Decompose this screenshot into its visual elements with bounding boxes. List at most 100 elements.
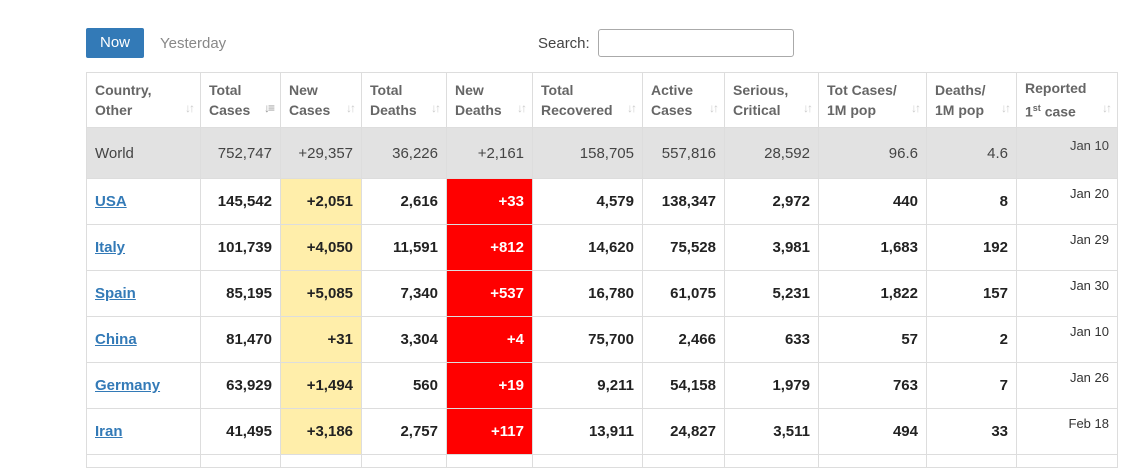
total-deaths-cell: 2,757: [361, 408, 447, 455]
sort-arrows-icon[interactable]: ↓↑: [1001, 101, 1011, 115]
table-row: Spain 85,195 +5,085 7,340 +537 16,780 61,075 5,…: [86, 270, 1118, 317]
cases-per-million-cell: 1,683: [818, 224, 927, 271]
reported-first-case-cell: Jan 29: [1016, 224, 1118, 271]
header-total-recovered[interactable]: Total Recovered ↓↑: [532, 72, 643, 128]
header-deaths-per-million[interactable]: Deaths/1M pop ↓↑: [926, 72, 1017, 128]
new-deaths-cell: +537: [446, 270, 533, 317]
empty-cell: [200, 454, 281, 468]
new-deaths-cell: +19: [446, 362, 533, 409]
sort-arrows-icon[interactable]: ↓↑: [431, 101, 441, 115]
country-link[interactable]: Germany: [95, 377, 161, 394]
new-cases-cell: +4,050: [280, 224, 362, 271]
reported-first-case-cell: Jan 26: [1016, 362, 1118, 409]
serious-critical-cell: 633: [724, 316, 819, 363]
cases-per-million-cell: 440: [818, 178, 927, 225]
total-cases-cell: 101,739: [200, 224, 281, 271]
deaths-per-million-cell: 33: [926, 408, 1017, 455]
header-total-deaths[interactable]: Total Deaths ↓↑: [361, 72, 447, 128]
search-label: Search:: [538, 34, 590, 52]
serious-critical-cell: 28,592: [724, 127, 819, 179]
reported-first-case-cell: Jan 30: [1016, 270, 1118, 317]
serious-critical-cell: 2,972: [724, 178, 819, 225]
sort-arrows-icon[interactable]: ↓↑: [709, 101, 719, 115]
table-header-row: Country, Other ↓↑ Total Cases ↓≡ New Cases ↓↑ …: [86, 72, 1118, 128]
new-cases-cell: +2,051: [280, 178, 362, 225]
country-link[interactable]: Iran: [95, 423, 123, 440]
header-country[interactable]: Country, Other ↓↑: [86, 72, 201, 128]
country-link[interactable]: USA: [95, 193, 127, 210]
sort-arrows-icon[interactable]: ↓↑: [911, 101, 921, 115]
country-cell: Italy: [86, 224, 201, 271]
active-cases-cell: 24,827: [642, 408, 725, 455]
cases-per-million-cell: 763: [818, 362, 927, 409]
new-cases-cell: +3,186: [280, 408, 362, 455]
active-cases-cell: 138,347: [642, 178, 725, 225]
table-row: [86, 454, 1118, 468]
header-active-cases[interactable]: Active Cases ↓↑: [642, 72, 725, 128]
active-cases-cell: 61,075: [642, 270, 725, 317]
deaths-per-million-cell: 192: [926, 224, 1017, 271]
header-new-deaths[interactable]: New Deaths ↓↑: [446, 72, 533, 128]
total-cases-cell: 752,747: [200, 127, 281, 179]
country-link[interactable]: China: [95, 331, 137, 348]
country-link[interactable]: Italy: [95, 239, 126, 256]
sort-arrows-icon[interactable]: ↓↑: [517, 101, 527, 115]
total-recovered-cell: 13,911: [532, 408, 643, 455]
sort-arrows-icon[interactable]: ↓↑: [185, 101, 195, 115]
cases-per-million-cell: 1,822: [818, 270, 927, 317]
total-recovered-cell: 4,579: [532, 178, 643, 225]
country-cell: USA: [86, 178, 201, 225]
country-cell: Germany: [86, 362, 201, 409]
table-row: Italy 101,739 +4,050 11,591 +812 14,620 75,528…: [86, 224, 1118, 271]
country-link[interactable]: Spain: [95, 285, 136, 302]
deaths-per-million-cell: 2: [926, 316, 1017, 363]
total-recovered-cell: 75,700: [532, 316, 643, 363]
sort-arrows-icon[interactable]: ↓↑: [346, 101, 356, 115]
table-row: Iran 41,495 +3,186 2,757 +117 13,911 24,827 3,5…: [86, 408, 1118, 455]
header-serious-critical[interactable]: Serious, Critical ↓↑: [724, 72, 819, 128]
serious-critical-cell: 1,979: [724, 362, 819, 409]
reported-first-case-cell: Jan 10: [1016, 316, 1118, 363]
header-new-cases[interactable]: New Cases ↓↑: [280, 72, 362, 128]
total-cases-cell: 81,470: [200, 316, 281, 363]
serious-critical-cell: 3,981: [724, 224, 819, 271]
total-recovered-cell: 158,705: [532, 127, 643, 179]
new-cases-cell: +5,085: [280, 270, 362, 317]
country-cell: Spain: [86, 270, 201, 317]
empty-cell: [532, 454, 643, 468]
active-cases-cell: 54,158: [642, 362, 725, 409]
new-deaths-cell: +812: [446, 224, 533, 271]
tab-now[interactable]: Now: [86, 28, 145, 58]
new-cases-cell: +29,357: [280, 127, 362, 179]
deaths-per-million-cell: 7: [926, 362, 1017, 409]
deaths-per-million-cell: 4.6: [926, 127, 1017, 179]
total-recovered-cell: 9,211: [532, 362, 643, 409]
total-deaths-cell: 3,304: [361, 316, 447, 363]
table-row: China 81,470 +31 3,304 +4 75,700 2,466 633 57 2 Ja…: [86, 316, 1118, 363]
new-deaths-cell: +4: [446, 316, 533, 363]
country-cell: Iran: [86, 408, 201, 455]
header-reported-first-case[interactable]: Reported 1st case ↓↑: [1016, 72, 1118, 128]
sort-arrows-icon[interactable]: ↓↑: [1102, 101, 1112, 115]
country-cell: China: [86, 316, 201, 363]
header-total-cases[interactable]: Total Cases ↓≡: [200, 72, 281, 128]
cases-per-million-cell: 96.6: [818, 127, 927, 179]
active-cases-cell: 2,466: [642, 316, 725, 363]
empty-cell: [926, 454, 1017, 468]
active-cases-cell: 75,528: [642, 224, 725, 271]
time-tabs: Now Yesterday: [86, 28, 226, 58]
sort-arrows-icon[interactable]: ↓↑: [803, 101, 813, 115]
sort-desc-icon[interactable]: ↓≡: [263, 101, 275, 115]
sort-arrows-icon[interactable]: ↓↑: [627, 101, 637, 115]
deaths-per-million-cell: 157: [926, 270, 1017, 317]
search-input[interactable]: [597, 29, 794, 57]
reported-first-case-cell: Jan 20: [1016, 178, 1118, 225]
tab-yesterday[interactable]: Yesterday: [160, 34, 227, 52]
serious-critical-cell: 3,511: [724, 408, 819, 455]
new-deaths-cell: +33: [446, 178, 533, 225]
new-deaths-cell: +2,161: [446, 127, 533, 179]
deaths-per-million-cell: 8: [926, 178, 1017, 225]
world-row: World 752,747 +29,357 36,226 +2,161 158,…: [86, 127, 1118, 179]
header-cases-per-million[interactable]: Tot Cases/1M pop ↓↑: [818, 72, 927, 128]
reported-first-case-cell: Jan 10: [1016, 127, 1118, 179]
